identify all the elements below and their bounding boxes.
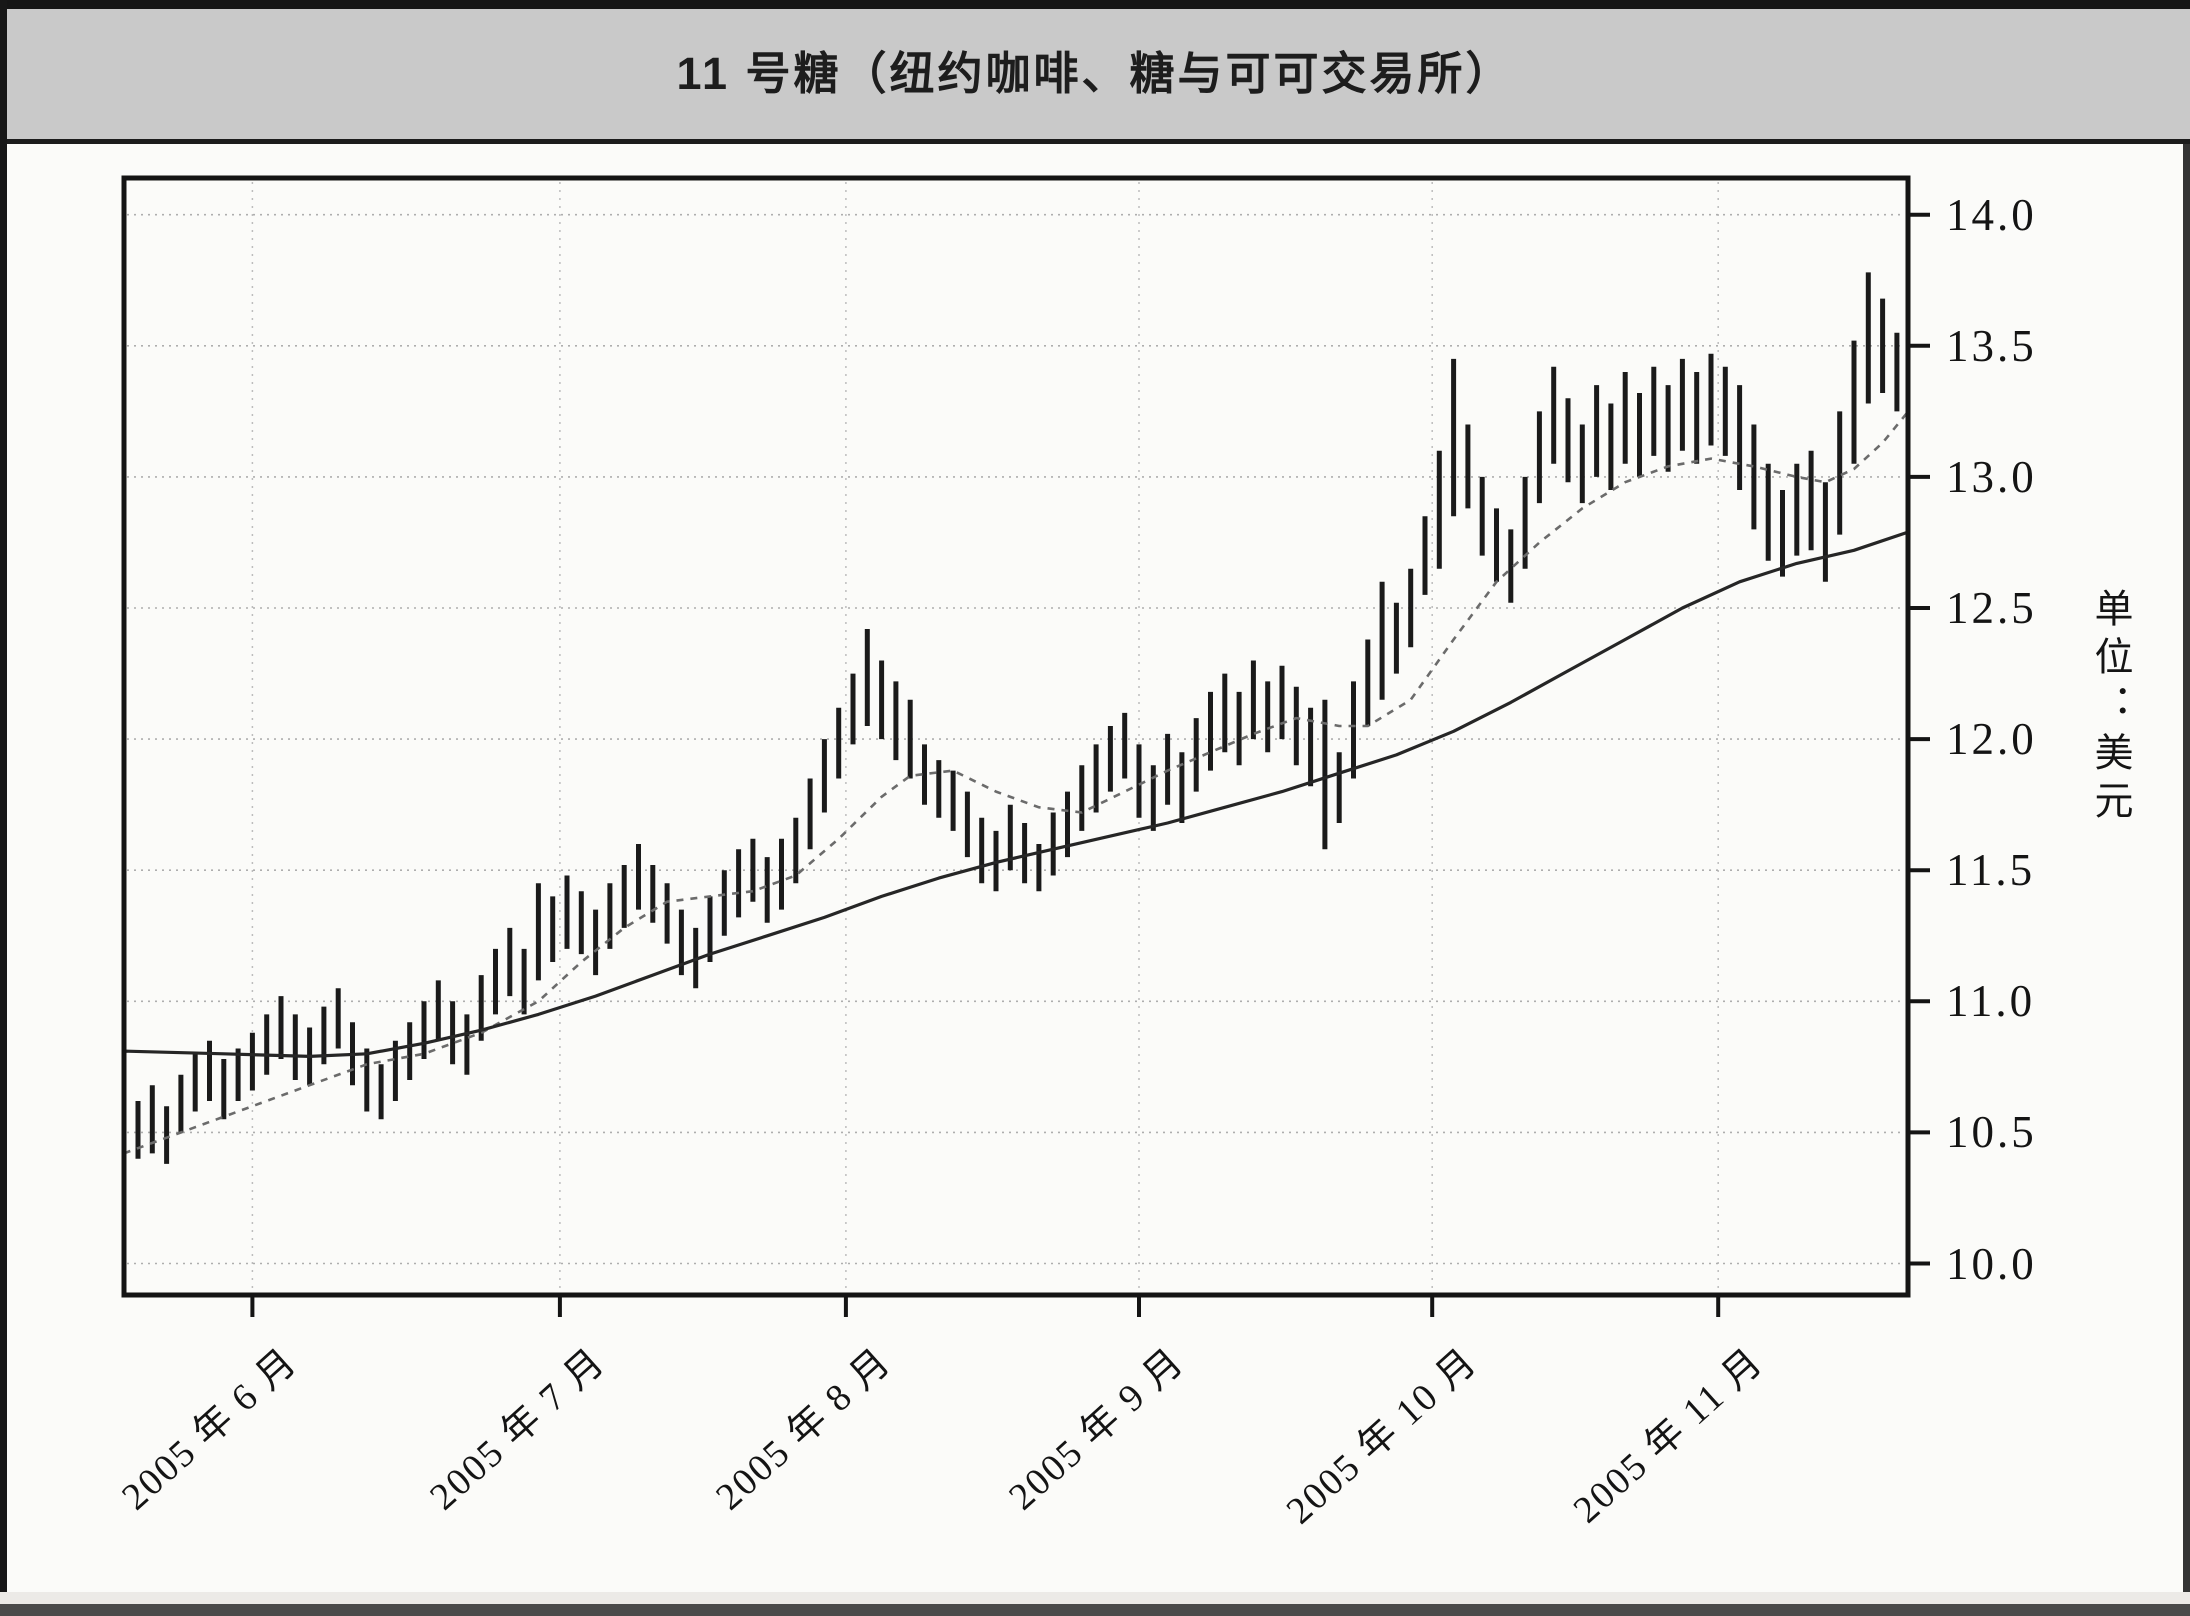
title-band-underline	[0, 139, 2190, 144]
price-bars	[135, 272, 1900, 1164]
plot-box	[121, 175, 1911, 1298]
y-tick-label: 10.0	[1946, 1239, 2037, 1289]
page-right-border	[2183, 144, 2190, 1604]
y-tick-label: 12.0	[1946, 714, 2037, 764]
y-axis-unit-label: 单位：美元	[2089, 588, 2132, 828]
grid-horizontal	[127, 213, 1905, 1265]
y-tick-label: 10.5	[1946, 1107, 2037, 1157]
short-ma	[123, 410, 1910, 1155]
x-tick-marks	[250, 1295, 1721, 1317]
y-tick-label: 12.5	[1946, 583, 2037, 633]
y-tick-label: 11.5	[1946, 845, 2036, 895]
grid-vertical	[251, 182, 1719, 1292]
long-ma-line	[123, 530, 1909, 1058]
page-top-border	[0, 0, 2190, 9]
y-tick-label: 13.0	[1946, 452, 2037, 502]
page-bottom-light-strip	[0, 1592, 2190, 1604]
long-ma	[123, 530, 1909, 1058]
plot-border	[121, 175, 1911, 1298]
y-tick-label: 14.0	[1946, 190, 2037, 240]
page-left-border	[0, 0, 7, 1616]
y-tick-label: 11.0	[1946, 976, 2036, 1026]
y-tick-marks	[1908, 212, 1930, 1266]
short-ma-line	[123, 410, 1910, 1155]
y-tick-label: 13.5	[1946, 321, 2037, 371]
chart-title: 11 号糖（纽约咖啡、糖与可可交易所）	[676, 48, 1514, 99]
page-bottom-border	[0, 1604, 2190, 1616]
title-band	[0, 9, 2190, 139]
